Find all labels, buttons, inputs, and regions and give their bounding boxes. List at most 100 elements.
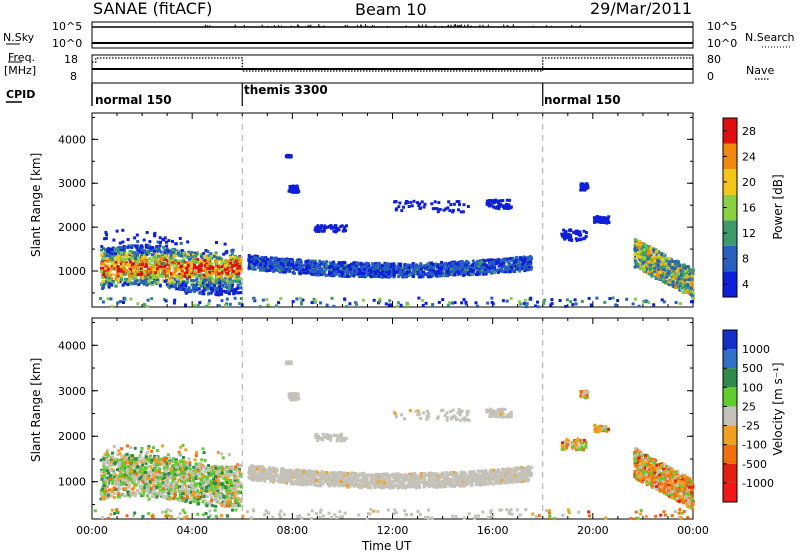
scatter-cell	[136, 248, 140, 252]
scatter-cell	[110, 277, 113, 281]
scatter-cell	[109, 297, 113, 301]
scatter-cell	[170, 263, 174, 267]
scatter-cell	[293, 267, 297, 271]
scatter-cell	[204, 254, 208, 258]
scatter-cell	[207, 280, 211, 284]
scatter-cell	[456, 267, 460, 271]
scatter-cell	[520, 258, 524, 262]
scatter-cell	[162, 262, 166, 265]
scatter-cell	[353, 272, 357, 276]
scatter-cell	[113, 472, 116, 475]
scatter-cell	[199, 259, 203, 262]
scatter-cell	[329, 224, 333, 228]
scatter-cell	[315, 262, 319, 266]
scatter-cell	[205, 287, 209, 291]
scatter-cell	[451, 210, 455, 214]
scatter-cell	[502, 206, 506, 210]
scatter-cell	[569, 238, 573, 242]
scatter-cell	[332, 226, 336, 229]
scatter-cell	[405, 266, 408, 269]
scatter-cell	[491, 199, 495, 203]
scatter-cell	[136, 302, 140, 306]
scatter-cell	[250, 259, 253, 263]
scatter-cell	[124, 261, 128, 265]
scatter-cell	[291, 263, 294, 267]
scatter-cell	[375, 263, 379, 267]
scatter-cell	[108, 281, 112, 285]
scatter-cell	[460, 267, 464, 271]
scatter-cell	[102, 279, 105, 283]
scatter-cell	[105, 233, 109, 237]
scatter-cell	[647, 301, 651, 304]
scatter-cell	[183, 253, 187, 257]
scatter-cell	[651, 271, 655, 275]
scatter-cell	[158, 236, 162, 240]
scatter-cell	[102, 270, 106, 274]
scatter-cell	[669, 261, 673, 265]
scatter-cell	[259, 305, 262, 309]
scatter-cell	[399, 269, 402, 273]
scatter-cell	[317, 263, 321, 267]
scatter-cell	[433, 207, 437, 210]
scatter-cell	[199, 267, 203, 271]
scatter-cell	[651, 255, 655, 259]
scatter-cell	[192, 303, 196, 307]
scatter-cell	[168, 261, 172, 264]
scatter-cell	[235, 280, 239, 284]
scatter-cell	[173, 277, 177, 281]
scatter-cell	[671, 280, 675, 284]
scatter-cell	[676, 270, 680, 274]
scatter-cell	[214, 292, 218, 296]
scatter-cell	[578, 237, 581, 241]
scatter-cell	[340, 271, 344, 275]
scatter-cell	[162, 273, 166, 277]
scatter-cell	[528, 263, 532, 267]
scatter-cell	[326, 273, 330, 277]
scatter-cell	[201, 292, 204, 296]
scatter-cell	[174, 259, 178, 263]
scatter-cell	[318, 269, 322, 273]
scatter-cell	[196, 265, 200, 269]
scatter-cell	[681, 286, 685, 290]
scatter-cell	[234, 259, 238, 263]
scatter-cell	[664, 268, 668, 272]
scatter-cell	[484, 259, 488, 263]
scatter-cell	[470, 264, 474, 267]
scatter-cell	[464, 300, 468, 304]
scatter-cell	[178, 259, 182, 263]
scatter-cell	[253, 256, 257, 260]
scatter-cell	[142, 238, 146, 242]
scatter-cell	[209, 262, 213, 265]
scatter-cell	[644, 259, 648, 263]
scatter-cell	[145, 304, 149, 308]
scatter-cell	[659, 277, 663, 280]
scatter-cell	[688, 272, 692, 276]
scatter-cell	[102, 472, 106, 476]
scatter-cell	[147, 244, 151, 248]
scatter-cell	[154, 271, 157, 275]
scatter-cell	[238, 302, 242, 305]
scatter-cell	[191, 255, 195, 259]
scatter-cell	[192, 285, 195, 289]
scatter-cell	[128, 267, 132, 271]
scatter-cell	[230, 285, 234, 289]
scatter-cell	[305, 267, 309, 271]
scatter-cell	[196, 304, 200, 307]
scatter-cell	[171, 247, 175, 251]
scatter-cell	[139, 267, 143, 270]
scatter-cell	[169, 282, 173, 286]
scatter-cell	[689, 286, 693, 290]
scatter-cell	[170, 258, 174, 262]
scatter-cell	[209, 492, 213, 496]
scatter-cell	[447, 301, 451, 305]
scatter-cell	[446, 303, 450, 307]
scatter-cell	[508, 198, 512, 202]
scatter-cell	[112, 444, 116, 448]
scatter-cell	[197, 269, 201, 273]
scatter-cell	[672, 273, 676, 276]
scatter-cell	[474, 301, 478, 305]
scatter-cell	[153, 475, 157, 479]
scatter-cell	[239, 497, 243, 501]
scatter-cell	[389, 265, 393, 269]
scatter-cell	[106, 259, 110, 263]
